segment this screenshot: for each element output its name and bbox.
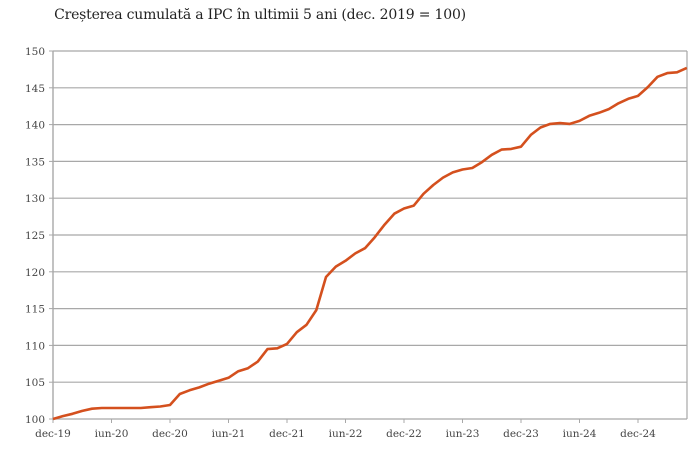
y-tick-label: 135 bbox=[25, 156, 45, 168]
y-tick-label: 110 bbox=[25, 340, 45, 352]
y-tick-label: 130 bbox=[25, 193, 45, 205]
ipc-series-line bbox=[52, 66, 688, 421]
y-tick-label: 115 bbox=[25, 304, 45, 316]
chart-title: Creșterea cumulată a IPC în ultimii 5 an… bbox=[54, 7, 466, 23]
y-tick-label: 100 bbox=[25, 414, 45, 426]
x-tick-label: dec-23 bbox=[503, 428, 539, 440]
y-tick-label: 140 bbox=[25, 120, 45, 132]
x-tick-label: iun-20 bbox=[95, 428, 129, 440]
x-tick-label: dec-20 bbox=[152, 428, 188, 440]
x-tick-label: dec-24 bbox=[620, 428, 656, 440]
y-tick-label: 125 bbox=[25, 230, 45, 242]
y-tick-label: 145 bbox=[25, 83, 45, 95]
x-tick-label: dec-19 bbox=[35, 428, 71, 440]
x-tick-label: dec-22 bbox=[386, 428, 422, 440]
x-tick-label: dec-21 bbox=[269, 428, 305, 440]
gridlines bbox=[52, 50, 688, 420]
y-tick-label: 120 bbox=[25, 267, 45, 279]
y-tick-label: 150 bbox=[25, 46, 45, 58]
x-tick-label: iun-22 bbox=[329, 428, 363, 440]
x-tick-label: iun-21 bbox=[212, 428, 246, 440]
x-tick-label: iun-24 bbox=[563, 428, 597, 440]
x-axis-ticks: dec-19 iun-20 dec-20 iun-21 dec-21 iun-22 dec-… bbox=[35, 419, 656, 440]
x-tick-label: iun-23 bbox=[446, 428, 480, 440]
y-tick-label: 105 bbox=[25, 377, 45, 389]
y-axis-ticks: 100 105 110 115 120 125 130 135 140 145 150 bbox=[25, 46, 53, 426]
